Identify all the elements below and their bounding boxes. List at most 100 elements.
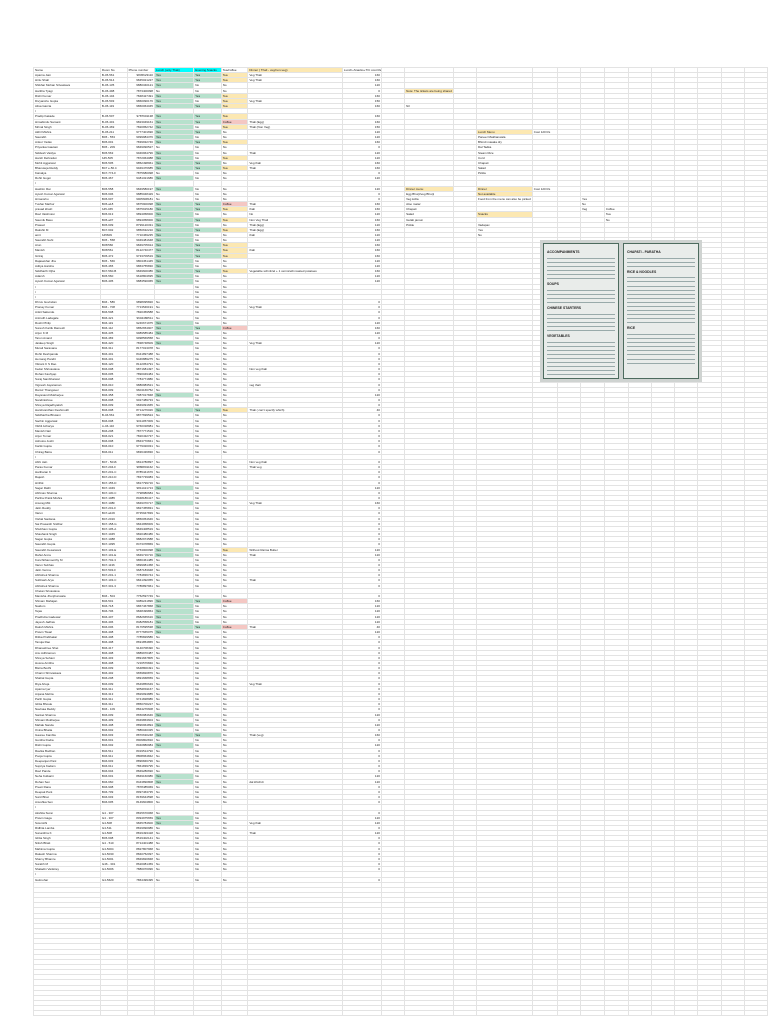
cell[interactable]: 8870630248 <box>126 732 155 739</box>
cell[interactable]: 9777401690 <box>126 128 155 136</box>
cell[interactable]: 9779320031 <box>126 443 155 450</box>
cell[interactable]: 7886040325 <box>126 726 155 734</box>
cell[interactable]: 7216576840 <box>126 659 155 667</box>
cell[interactable]: 9905608181 <box>126 195 155 203</box>
cell[interactable]: 9845784600 <box>126 819 155 826</box>
spreadsheet-grid[interactable]: Name Room No Phone number Lunch (only Thali… <box>33 66 768 1017</box>
cell[interactable]: 9891668659 <box>126 675 155 682</box>
cell[interactable]: 9946964796 <box>126 149 155 156</box>
cell[interactable]: 7839932746 <box>126 139 155 146</box>
cell[interactable]: 9733709519 <box>126 252 155 259</box>
cell[interactable]: 8714276026 <box>126 407 155 414</box>
cell[interactable] <box>193 1010 222 1017</box>
cell[interactable]: No <box>153 876 195 883</box>
cell[interactable]: 9882974588 <box>126 536 155 543</box>
cell[interactable]: 8949863604 <box>126 716 155 723</box>
cell[interactable]: 7710469235 <box>126 231 155 239</box>
cell[interactable]: 9849705914 <box>126 242 155 249</box>
cell[interactable]: 7864499495 <box>126 876 155 883</box>
cell[interactable]: 7786897961 <box>126 582 155 589</box>
cell[interactable]: 9811421713 <box>126 484 155 491</box>
cell[interactable]: 9894058000 <box>126 211 155 218</box>
cell[interactable]: 9814780897 <box>126 458 155 466</box>
cell[interactable]: 8122054791 <box>126 360 155 368</box>
cell[interactable]: 9844958009 <box>126 520 155 527</box>
cell[interactable]: 8159644598 <box>126 794 155 801</box>
cell[interactable]: 9866461485 <box>126 556 155 564</box>
cell[interactable]: 9849580197 <box>126 185 155 192</box>
cell[interactable]: 8819990986 <box>126 824 155 832</box>
cell[interactable]: Shikhar Mohan Srivastava <box>33 82 101 89</box>
menu-pick-note[interactable]: Food from the menu can also be picked <box>476 195 533 203</box>
cell[interactable]: 8844276608 <box>126 706 155 713</box>
cell[interactable]: 9741828986 <box>126 696 155 703</box>
empty-cell[interactable] <box>452 876 478 883</box>
cell[interactable]: 8829994885 <box>126 690 155 698</box>
cell[interactable]: 9246671975 <box>126 319 155 326</box>
cell[interactable]: 8819493418 <box>126 830 155 837</box>
cell[interactable]: 7987017848 <box>126 391 155 399</box>
cell[interactable]: 9753000098 <box>126 546 155 553</box>
cell[interactable]: 7872064088 <box>126 154 155 161</box>
cell[interactable]: 8896964894 <box>126 721 155 729</box>
cell[interactable]: 9827455831 <box>126 505 155 512</box>
cell[interactable]: 9845021227 <box>126 77 155 84</box>
cell[interactable]: 8443890808 <box>126 778 155 785</box>
cell[interactable]: 9880983521 <box>126 381 155 388</box>
cell[interactable]: 9852498961 <box>126 159 155 166</box>
cell[interactable]: 9880340121 <box>126 82 155 89</box>
cell[interactable]: 8473378869 <box>126 541 155 548</box>
cell[interactable]: 9880801162 <box>126 464 155 471</box>
cell[interactable]: 7890049484 <box>126 371 155 378</box>
empty-cell[interactable] <box>404 1010 454 1017</box>
cell[interactable]: 9867467868 <box>126 603 155 610</box>
empty-cell[interactable] <box>531 876 558 883</box>
empty-cell[interactable] <box>651 1010 676 1017</box>
cell[interactable]: 8048186417 <box>126 494 155 502</box>
cell[interactable]: 9889970487 <box>126 649 155 656</box>
cell[interactable]: 9949481648 <box>126 237 155 244</box>
cell[interactable]: 8019514790 <box>126 747 155 754</box>
empty-cell[interactable] <box>743 876 768 883</box>
empty-cell[interactable] <box>697 1010 722 1017</box>
cell[interactable]: 9481321686 <box>126 175 155 182</box>
cell[interactable] <box>220 1010 249 1017</box>
cell[interactable]: 9849408519 <box>126 525 155 533</box>
cell[interactable]: 8799120331 <box>126 221 155 228</box>
cell[interactable]: Harshvardhan Deshmukh <box>33 407 101 414</box>
cell[interactable]: 8649856649 <box>126 680 155 687</box>
cell[interactable]: 9998569558 <box>126 335 155 342</box>
cell[interactable]: 8785441676 <box>126 469 155 476</box>
cell[interactable]: 9011057009 <box>126 417 155 424</box>
cell[interactable]: 9817799716 <box>126 479 155 486</box>
cell[interactable]: 7798980684 <box>126 489 155 496</box>
cell[interactable]: 9849091665 <box>126 402 155 409</box>
cell[interactable]: 7861839795 <box>126 763 155 770</box>
empty-cell[interactable] <box>580 1010 605 1017</box>
cell[interactable]: 8815670068 <box>126 809 155 816</box>
cell[interactable]: 7820459588 <box>126 309 155 316</box>
cell[interactable]: 7784771880 <box>126 376 155 383</box>
cell[interactable]: 8441897488 <box>126 350 155 357</box>
cell[interactable]: 9823049161 <box>126 118 155 125</box>
cell[interactable]: 9999984376 <box>126 134 155 141</box>
cell[interactable]: 9604166752 <box>126 386 155 393</box>
cell[interactable]: 9863755830 <box>126 262 155 270</box>
cell[interactable]: 8849820848 <box>126 855 155 863</box>
cell[interactable]: 9899981458 <box>126 561 155 569</box>
empty-cell[interactable] <box>556 1010 582 1017</box>
cell[interactable]: 7713546191 <box>126 304 155 311</box>
cell[interactable]: 9841392055 <box>126 577 155 584</box>
cell[interactable]: 9659820876 <box>126 670 155 677</box>
empty-cell[interactable] <box>556 876 582 883</box>
note-cell[interactable]: Note: The tickets are being shared <box>404 87 454 94</box>
cell[interactable]: 8714401488 <box>126 840 155 847</box>
cell[interactable]: 9820480486 <box>126 531 155 538</box>
cell[interactable]: 7873400098 <box>126 87 155 94</box>
cell[interactable]: 9446889275 <box>126 355 155 362</box>
cell[interactable]: 8840752097 <box>126 850 155 857</box>
empty-cell[interactable] <box>476 1010 533 1017</box>
cell[interactable]: 9894058000 <box>126 216 155 223</box>
empty-cell[interactable] <box>743 1010 768 1017</box>
cell[interactable] <box>126 1010 155 1017</box>
